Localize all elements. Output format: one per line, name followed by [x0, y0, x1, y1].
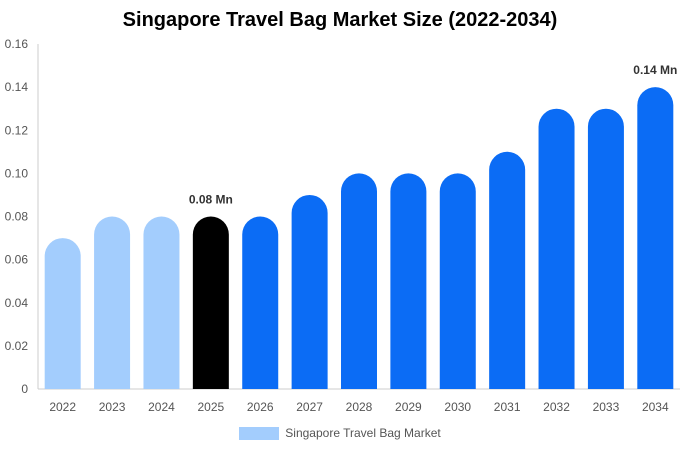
y-tick-label: 0.14 [5, 80, 29, 94]
x-tick-label: 2026 [247, 400, 274, 414]
bar-2032 [538, 108, 575, 389]
x-tick-label: 2028 [346, 400, 373, 414]
bar-2023 [94, 216, 131, 389]
x-tick-label: 2022 [49, 400, 76, 414]
x-tick-label: 2033 [593, 400, 620, 414]
y-tick-label: 0.12 [5, 123, 29, 137]
chart-title: Singapore Travel Bag Market Size (2022-2… [122, 9, 558, 31]
x-tick-label: 2030 [444, 400, 471, 414]
bar-2028 [341, 173, 377, 389]
y-tick-label: 0.16 [5, 37, 29, 51]
x-tick-label: 2024 [148, 400, 175, 414]
legend-swatch [239, 426, 280, 440]
bar-2027 [291, 194, 328, 389]
x-tick-label: 2031 [494, 400, 521, 414]
data-label-2034: 0.14 Mn [633, 63, 677, 77]
legend-label: Singapore Travel Bag Market [285, 426, 441, 440]
bar-2034 [637, 87, 674, 389]
y-tick-label: 0 [21, 382, 28, 396]
y-tick-label: 0.06 [5, 253, 29, 267]
y-tick-label: 0.08 [5, 210, 29, 224]
x-tick-label: 2027 [296, 400, 323, 414]
y-tick-label: 0.02 [5, 339, 29, 353]
data-label-2025: 0.08 Mn [189, 193, 233, 207]
y-tick-label: 0.10 [5, 166, 29, 180]
x-tick-label: 2034 [642, 400, 669, 414]
bar-2033 [587, 108, 624, 389]
x-tick-label: 2023 [99, 400, 126, 414]
bar-2026 [242, 216, 279, 389]
bar-2025 [192, 216, 229, 389]
bar-2030 [439, 173, 476, 389]
bar-2031 [489, 151, 526, 389]
legend: Singapore Travel Bag Market [0, 426, 680, 440]
x-tick-label: 2029 [395, 400, 422, 414]
bar-2029 [390, 173, 427, 389]
bar-2024 [143, 216, 180, 389]
x-tick-label: 2025 [197, 400, 224, 414]
y-tick-label: 0.04 [5, 296, 29, 310]
bar-2022 [44, 238, 81, 389]
x-tick-label: 2032 [543, 400, 570, 414]
